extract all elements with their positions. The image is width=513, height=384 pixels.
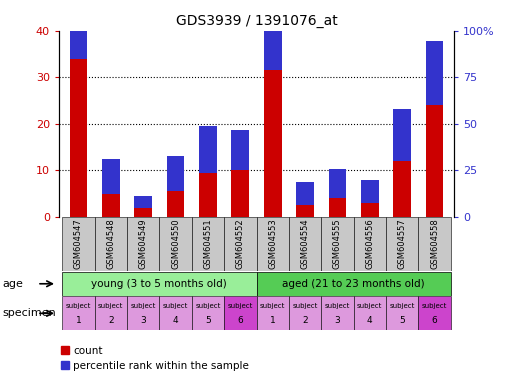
Text: aged (21 to 23 months old): aged (21 to 23 months old) — [282, 279, 425, 289]
Text: GSM604557: GSM604557 — [398, 218, 407, 269]
Text: GSM604552: GSM604552 — [236, 218, 245, 269]
Text: young (3 to 5 months old): young (3 to 5 months old) — [91, 279, 227, 289]
Text: subject: subject — [163, 303, 188, 309]
Text: 5: 5 — [399, 316, 405, 325]
Text: subject: subject — [98, 303, 124, 309]
Text: 3: 3 — [334, 316, 340, 325]
Text: 6: 6 — [432, 316, 438, 325]
Text: age: age — [3, 279, 24, 289]
Bar — [127, 217, 160, 271]
Text: GSM604558: GSM604558 — [430, 218, 439, 269]
Bar — [199, 173, 217, 217]
Bar — [361, 180, 379, 203]
Bar — [393, 109, 411, 161]
Bar — [62, 272, 256, 296]
Bar — [224, 217, 256, 271]
Text: 4: 4 — [367, 316, 372, 325]
Text: subject: subject — [422, 303, 447, 309]
Text: 5: 5 — [205, 316, 211, 325]
Text: GSM604548: GSM604548 — [106, 218, 115, 269]
Bar — [426, 41, 443, 105]
Bar — [62, 217, 94, 271]
Title: GDS3939 / 1391076_at: GDS3939 / 1391076_at — [175, 14, 338, 28]
Bar — [94, 217, 127, 271]
Bar — [167, 156, 185, 191]
Bar — [224, 296, 256, 330]
Text: 2: 2 — [302, 316, 308, 325]
Bar — [289, 296, 321, 330]
Text: subject: subject — [260, 303, 285, 309]
Text: GSM604551: GSM604551 — [204, 218, 212, 269]
Bar — [264, 0, 282, 70]
Bar — [167, 191, 185, 217]
Bar — [199, 126, 217, 173]
Bar — [160, 296, 192, 330]
Text: subject: subject — [66, 303, 91, 309]
Text: subject: subject — [195, 303, 221, 309]
Bar — [62, 296, 94, 330]
Bar — [70, 0, 87, 59]
Bar — [192, 217, 224, 271]
Text: GSM604554: GSM604554 — [301, 218, 309, 269]
Text: GSM604555: GSM604555 — [333, 218, 342, 269]
Legend: count, percentile rank within the sample: count, percentile rank within the sample — [56, 341, 253, 375]
Bar — [419, 217, 451, 271]
Text: GSM604553: GSM604553 — [268, 218, 277, 269]
Text: 6: 6 — [238, 316, 243, 325]
Bar — [386, 296, 419, 330]
Text: subject: subject — [325, 303, 350, 309]
Text: 3: 3 — [140, 316, 146, 325]
Bar — [264, 70, 282, 217]
Bar — [426, 105, 443, 217]
Bar — [256, 217, 289, 271]
Bar — [70, 59, 87, 217]
Bar — [328, 169, 346, 199]
Bar — [296, 182, 314, 205]
Text: subject: subject — [130, 303, 156, 309]
Text: GSM604556: GSM604556 — [365, 218, 374, 269]
Bar — [256, 296, 289, 330]
Bar — [361, 203, 379, 217]
Text: 1: 1 — [270, 316, 275, 325]
Bar — [289, 217, 321, 271]
Text: 4: 4 — [173, 316, 179, 325]
Bar — [419, 296, 451, 330]
Text: subject: subject — [228, 303, 253, 309]
Bar — [160, 217, 192, 271]
Text: subject: subject — [389, 303, 415, 309]
Bar — [231, 130, 249, 170]
Text: GSM604550: GSM604550 — [171, 218, 180, 269]
Text: subject: subject — [292, 303, 318, 309]
Text: subject: subject — [357, 303, 383, 309]
Text: 1: 1 — [75, 316, 81, 325]
Bar — [192, 296, 224, 330]
Bar — [321, 296, 353, 330]
Bar — [296, 205, 314, 217]
Text: 2: 2 — [108, 316, 113, 325]
Bar — [102, 194, 120, 217]
Text: GSM604549: GSM604549 — [139, 218, 148, 269]
Bar — [231, 170, 249, 217]
Bar — [102, 159, 120, 194]
Bar — [328, 199, 346, 217]
Bar — [127, 296, 160, 330]
Bar — [321, 217, 353, 271]
Text: GSM604547: GSM604547 — [74, 218, 83, 269]
Bar — [134, 196, 152, 208]
Bar — [353, 217, 386, 271]
Bar — [94, 296, 127, 330]
Bar — [393, 161, 411, 217]
Bar — [386, 217, 419, 271]
Bar — [256, 272, 451, 296]
Text: specimen: specimen — [3, 308, 56, 318]
Bar — [134, 208, 152, 217]
Bar — [353, 296, 386, 330]
